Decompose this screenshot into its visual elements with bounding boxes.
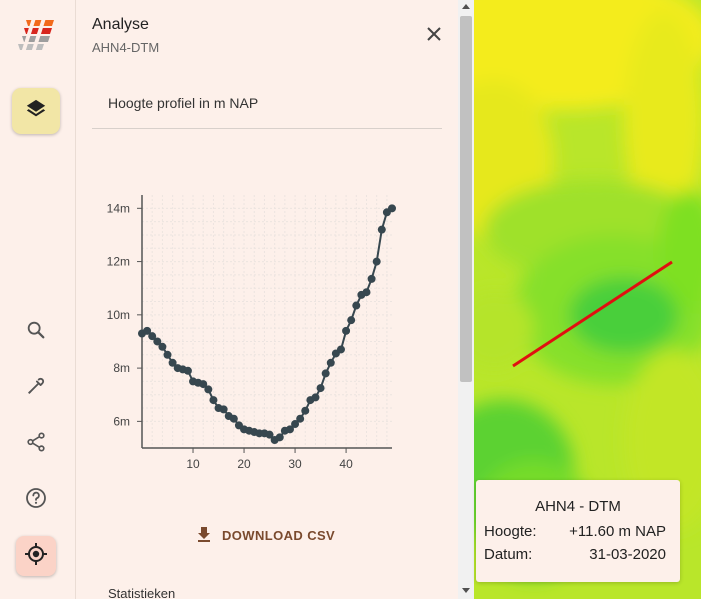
- eyedropper-icon: [25, 375, 47, 402]
- info-card: AHN4 - DTM Hoogte: +11.60 m NAP Datum: 3…: [476, 480, 680, 582]
- data-point: [204, 385, 213, 394]
- data-point: [326, 358, 335, 367]
- app-logo: [14, 16, 58, 58]
- data-point: [265, 430, 274, 439]
- layers-button[interactable]: [12, 88, 60, 134]
- series-line: [141, 207, 393, 442]
- data-point: [388, 204, 396, 213]
- data-point: [342, 326, 351, 335]
- data-point: [316, 384, 325, 393]
- x-tick-label: 40: [339, 457, 353, 471]
- help-icon: [24, 486, 48, 515]
- data-point: [377, 225, 386, 234]
- data-point: [163, 350, 172, 359]
- left-rail: [0, 0, 76, 599]
- data-point: [321, 369, 330, 378]
- panel-subtitle: AHN4-DTM: [92, 40, 160, 55]
- data-point: [347, 316, 356, 325]
- date-label: Datum:: [484, 546, 533, 563]
- scrollbar-thumb[interactable]: [460, 16, 472, 382]
- download-icon: [196, 526, 212, 545]
- divider: [92, 128, 442, 129]
- statistics-heading: Statistieken: [108, 586, 176, 599]
- analysis-panel: Analyse AHN4-DTM Hoogte profiel in m NAP…: [76, 0, 458, 599]
- data-point: [352, 301, 361, 310]
- y-tick-label: 6m: [113, 414, 130, 428]
- y-tick-label: 14m: [107, 201, 130, 215]
- height-profile-chart: 10 20 30 40 14m 12m 10m 8m 6m: [107, 195, 396, 471]
- info-row-height: Hoogte: +11.60 m NAP: [484, 523, 666, 540]
- layers-icon: [25, 98, 47, 125]
- close-icon: [426, 26, 442, 47]
- share-icon: [25, 431, 47, 458]
- data-point: [291, 420, 300, 429]
- data-point: [219, 405, 228, 414]
- help-button[interactable]: [22, 486, 50, 514]
- x-tick-label: 30: [288, 457, 302, 471]
- profile-line: [512, 260, 673, 368]
- scroll-up-arrow-icon[interactable]: [462, 4, 470, 9]
- data-point: [229, 414, 238, 423]
- data-point: [158, 342, 167, 351]
- y-tick-label: 8m: [113, 361, 130, 375]
- scroll-down-arrow-icon[interactable]: [462, 588, 470, 593]
- info-card-title: AHN4 - DTM: [535, 498, 621, 515]
- close-button[interactable]: [422, 24, 446, 48]
- y-tick-label: 12m: [107, 255, 130, 269]
- height-label: Hoogte:: [484, 523, 537, 540]
- data-point: [209, 396, 218, 405]
- data-point: [296, 414, 305, 423]
- panel-title: Analyse: [92, 16, 149, 33]
- search-button[interactable]: [22, 318, 50, 346]
- data-point: [301, 406, 310, 415]
- search-icon: [25, 319, 47, 346]
- y-tick-label: 10m: [107, 308, 130, 322]
- data-point: [336, 345, 345, 354]
- download-csv-button[interactable]: DOWNLOAD CSV: [196, 526, 335, 545]
- info-row-date: Datum: 31-03-2020: [484, 546, 666, 563]
- data-point: [311, 393, 320, 402]
- height-value: +11.60 m NAP: [569, 523, 666, 540]
- share-button[interactable]: [22, 430, 50, 458]
- data-point: [285, 425, 294, 434]
- data-point: [367, 274, 376, 283]
- locate-button[interactable]: [16, 536, 56, 576]
- x-tick-label: 10: [186, 457, 200, 471]
- data-point: [148, 332, 157, 341]
- data-point: [372, 257, 381, 266]
- x-tick-label: 20: [237, 457, 251, 471]
- data-point: [275, 433, 284, 442]
- data-point: [199, 380, 208, 389]
- measure-button[interactable]: [22, 374, 50, 402]
- data-point: [183, 366, 192, 375]
- profile-section-title: Hoogte profiel in m NAP: [108, 95, 259, 111]
- data-point: [362, 288, 371, 297]
- data-point: [143, 326, 152, 335]
- data-point: [153, 337, 162, 346]
- date-value: 31-03-2020: [589, 546, 666, 563]
- crosshair-icon: [24, 542, 48, 571]
- data-point: [168, 358, 177, 367]
- panel-scrollbar[interactable]: [458, 0, 474, 599]
- download-label: DOWNLOAD CSV: [222, 528, 336, 543]
